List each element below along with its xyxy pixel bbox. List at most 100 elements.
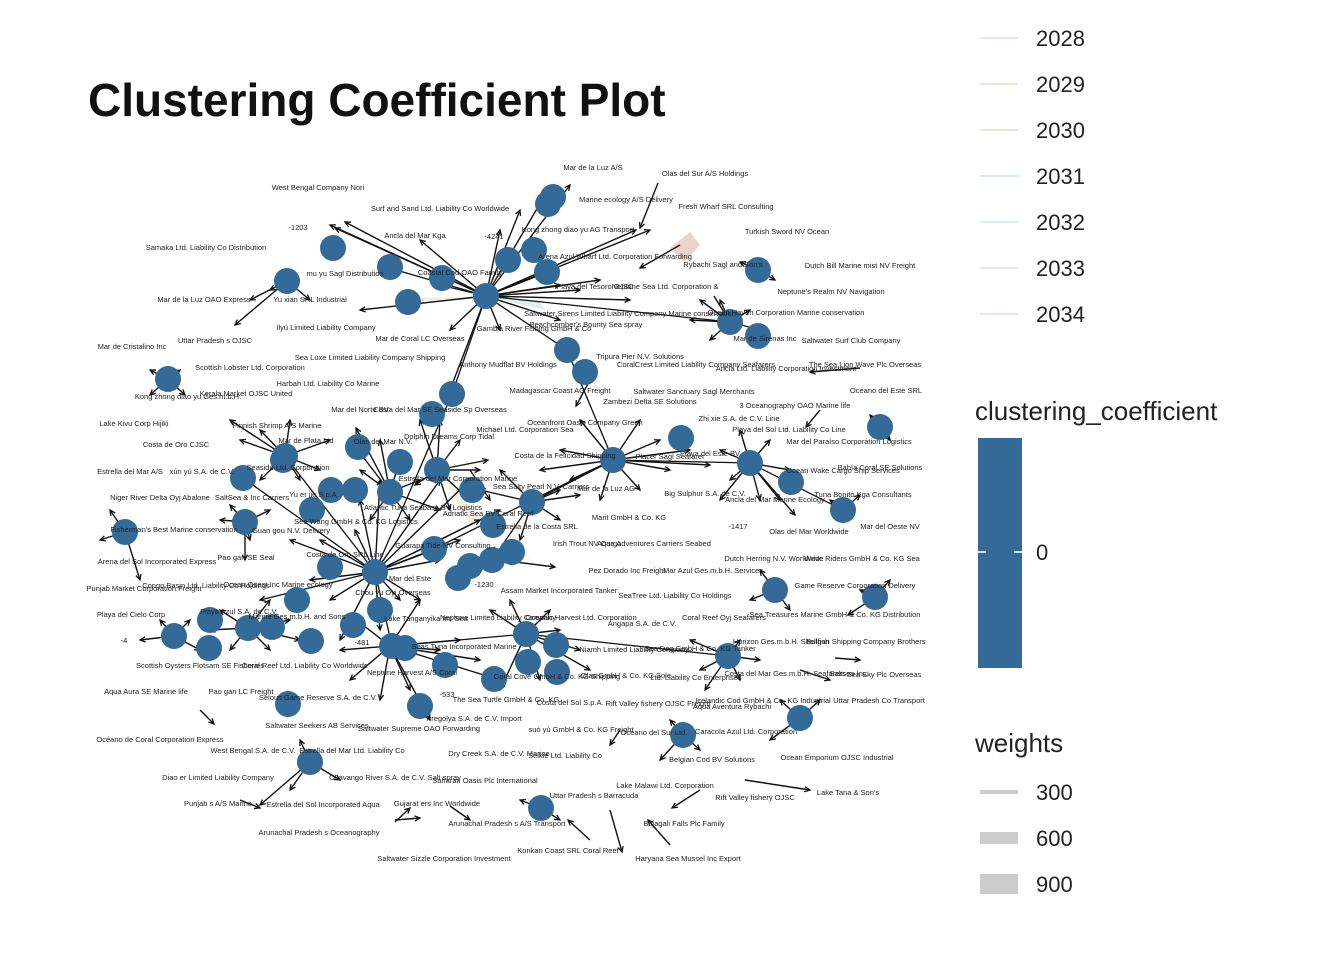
edge-arrowhead-133 (148, 369, 157, 376)
network-edge-12 (485, 289, 581, 297)
edge-arrowhead-95 (544, 608, 552, 616)
node-label-87: Irish Trout NV Cargo (553, 539, 621, 548)
edge-arrowhead-41 (238, 438, 247, 445)
edge-arrowhead-79 (553, 514, 562, 521)
network-edge-6 (485, 194, 546, 297)
node-label-59: Costa de Oro CJSC (143, 440, 210, 449)
node-label-145: Caracola Azul Ltd. Corporation (695, 727, 797, 736)
network-node-16 (387, 449, 413, 475)
edge-arrowhead-75 (704, 461, 712, 468)
node-label-12: Arena Azul Wharf Ltd. Corporation Forwar… (538, 252, 692, 261)
node-label-115: -4 (121, 636, 128, 645)
edge-arrowhead-160 (784, 603, 791, 612)
edge-arrowhead-138 (245, 533, 252, 542)
network-node-65 (670, 722, 696, 748)
node-label-24: Ilyú Limited Liability Company (276, 323, 375, 332)
edge-arrowhead-103 (764, 438, 771, 446)
node-label-36: The Sea Lion Wave Plc Overseas (809, 360, 922, 369)
edge-arrowhead-155 (768, 734, 777, 741)
network-node-25 (299, 497, 325, 523)
edge-arrowhead-27 (376, 624, 383, 632)
edge-arrowhead-2 (343, 221, 352, 228)
network-node-26 (459, 477, 485, 503)
node-label-79: Marit GmbH & Co. KG (592, 513, 666, 522)
edge-arrowhead-173 (638, 221, 645, 230)
edge-arrowhead-59 (454, 438, 461, 447)
node-label-147: Océano de Coral Corporation Express (96, 735, 223, 744)
node-label-47: Mar del Norte BV (331, 405, 389, 414)
edge-arrowhead-67 (634, 418, 641, 427)
node-label-134: Selous Game Reserve S.A. de C.V. (259, 693, 377, 702)
node-label-114: Angapa S.A. de C.V. (608, 619, 677, 628)
legend-year-label-0: 2028 (1036, 26, 1085, 51)
network-node-8 (274, 268, 300, 294)
network-edge-191 (239, 799, 261, 809)
node-label-31: Mar de Cristalino Inc (98, 342, 167, 351)
network-node-17 (345, 434, 371, 460)
node-label-66: Estrella del Mar A/S (97, 467, 163, 476)
node-label-11: Samaka Ltd. Liability Co Distribution (146, 243, 266, 252)
network-node-27 (519, 489, 545, 515)
network-node-54 (367, 597, 393, 623)
edge-arrowhead-139 (263, 509, 272, 516)
network-node-72 (432, 652, 458, 678)
node-label-152: Belgian Cod BV Solutions (669, 755, 755, 764)
edge-arrowhead-135 (179, 389, 187, 397)
edge-arrowhead-81 (574, 492, 582, 499)
network-node-63 (275, 691, 301, 717)
node-label-131: Aqua Aura SE Marine life (104, 687, 188, 696)
network-node-33 (830, 497, 856, 523)
network-node-21 (232, 509, 258, 535)
node-label-120: Niamh Limited Liability Company (579, 645, 688, 654)
edge-arrowhead-161 (748, 595, 757, 602)
node-label-126: Saltsea Inc (829, 669, 866, 678)
edge-arrowhead-186 (647, 818, 654, 826)
node-label-137: Icelandic Cod GmbH & Co. KG Industrial (695, 696, 831, 705)
edge-arrowhead-143 (109, 508, 116, 517)
edge-arrowhead-146 (304, 294, 312, 301)
legend-clustering-coefficient: clustering_coefficient 0 (975, 396, 1218, 668)
edge-arrowhead-183 (414, 815, 422, 822)
edge-arrowhead-63 (413, 479, 422, 486)
edge-arrowhead-64 (482, 457, 490, 465)
edge-arrowhead-46 (286, 418, 293, 426)
network-node-60 (515, 649, 541, 675)
node-label-57: Olas del Mar N.V. (354, 437, 413, 446)
network-node-51 (479, 547, 505, 573)
node-label-49: Zhi xie S.A. de C.V. Line (698, 414, 779, 423)
node-label-166: Arunachal Pradesh s Oceanography (259, 828, 380, 837)
node-label-72: Tuna Bonito Kga Consultants (814, 490, 912, 499)
edge-arrowhead-66 (579, 418, 586, 426)
node-label-101: Game Reserve Corporation Delivery (795, 581, 916, 590)
legend-year-label-5: 2033 (1036, 256, 1085, 281)
node-label-94: Arena del Sol Incorporated Express (98, 557, 217, 566)
edge-arrowhead-84 (377, 694, 385, 702)
node-label-89: Guarapa Tide NV Consulting (395, 541, 490, 550)
edge-arrowhead-22 (288, 538, 297, 545)
network-node-30 (668, 425, 694, 451)
network-node-14 (419, 401, 445, 427)
edge-arrowhead-108 (719, 494, 726, 502)
node-label-169: Haryana Sea Mussel Inc Export (635, 854, 741, 863)
node-label-167: Konkan Coast SRL Coral Reef (517, 846, 619, 855)
node-label-62: Playa del Este BV (680, 449, 740, 458)
node-label-136: Costa del Sol S.p.A. (536, 698, 603, 707)
network-node-28 (480, 512, 506, 538)
edge-arrowhead-17 (448, 324, 456, 332)
edge-arrowhead-115 (719, 298, 726, 307)
node-label-149: Estrella del Mar Ltd. Liability Co (299, 746, 404, 755)
edge-arrowhead-166 (738, 261, 747, 267)
edge-arrowhead-8 (629, 229, 638, 235)
node-label-154: Diao er Limited Liability Company (162, 773, 274, 782)
node-label-107: Playa del Cielo Corp (97, 610, 165, 619)
edge-arrowhead-62 (445, 503, 452, 512)
edge-arrowhead-122 (218, 609, 227, 616)
network-node-20 (230, 465, 256, 491)
node-label-96: Mar Azul Ges.m.b.H. Services (663, 566, 763, 575)
edge-arrowhead-111 (708, 334, 716, 341)
node-label-111: Oceanic Harvest Ltd. Corporation (525, 613, 636, 622)
network-edge-197 (485, 295, 568, 351)
node-label-146: Océano del Sur Ltd. (621, 728, 688, 737)
edge-arrowhead-40 (228, 419, 237, 426)
edge-arrowhead-53 (433, 505, 442, 512)
